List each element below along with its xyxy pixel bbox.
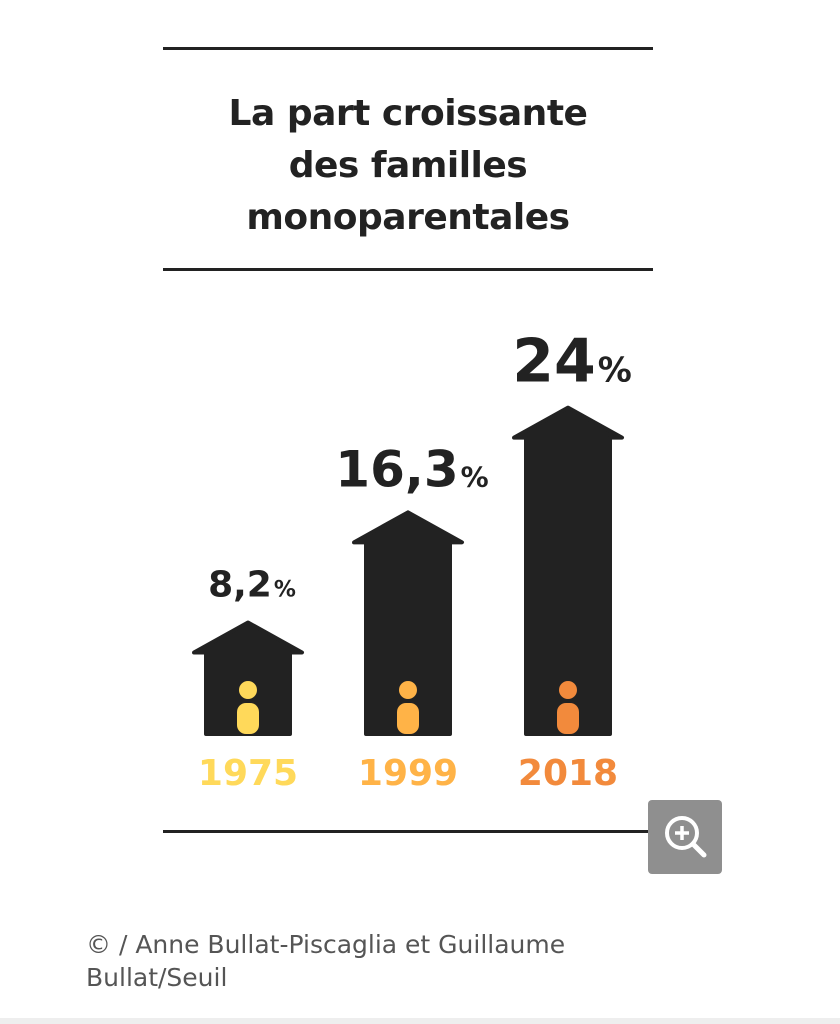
bar-2018: 24% 2018 — [512, 327, 632, 794]
bottom-rule — [163, 830, 653, 833]
top-rule — [163, 47, 653, 50]
image-credit: © / Anne Bullat-Piscaglia et Guillaume B… — [86, 930, 566, 992]
title-rule — [163, 268, 653, 271]
value-label-1975: 8,2% — [208, 564, 296, 605]
value-label-1999: 16,3% — [335, 440, 488, 498]
page-bottom-edge — [0, 1018, 840, 1024]
value-label-2018: 24% — [512, 327, 632, 397]
house-bar-1999 — [352, 510, 464, 736]
year-label-1975: 1975 — [198, 753, 298, 794]
title-line-3: monoparentales — [246, 197, 570, 238]
year-label-1999: 1999 — [358, 753, 458, 794]
person-icon-body — [397, 703, 419, 734]
person-icon-body — [237, 703, 259, 734]
person-icon-head — [399, 681, 417, 699]
zoom-button[interactable] — [648, 800, 722, 874]
zoom-in-icon — [665, 816, 707, 858]
title-line-2: des familles — [288, 145, 528, 186]
year-label-2018: 2018 — [518, 753, 618, 794]
person-icon-head — [559, 681, 577, 699]
person-icon-head — [239, 681, 257, 699]
title-line-1: La part croissante — [228, 93, 588, 134]
person-icon-body — [557, 703, 579, 734]
chart-title: La part croissante des familles monopare… — [163, 88, 653, 244]
bar-1999: 16,3% 1999 — [335, 440, 488, 794]
bar-1975: 8,2% 1975 — [192, 564, 304, 794]
house-bar-chart: 8,2% 1975 16,3% 1999 24% 2018 — [192, 327, 632, 794]
